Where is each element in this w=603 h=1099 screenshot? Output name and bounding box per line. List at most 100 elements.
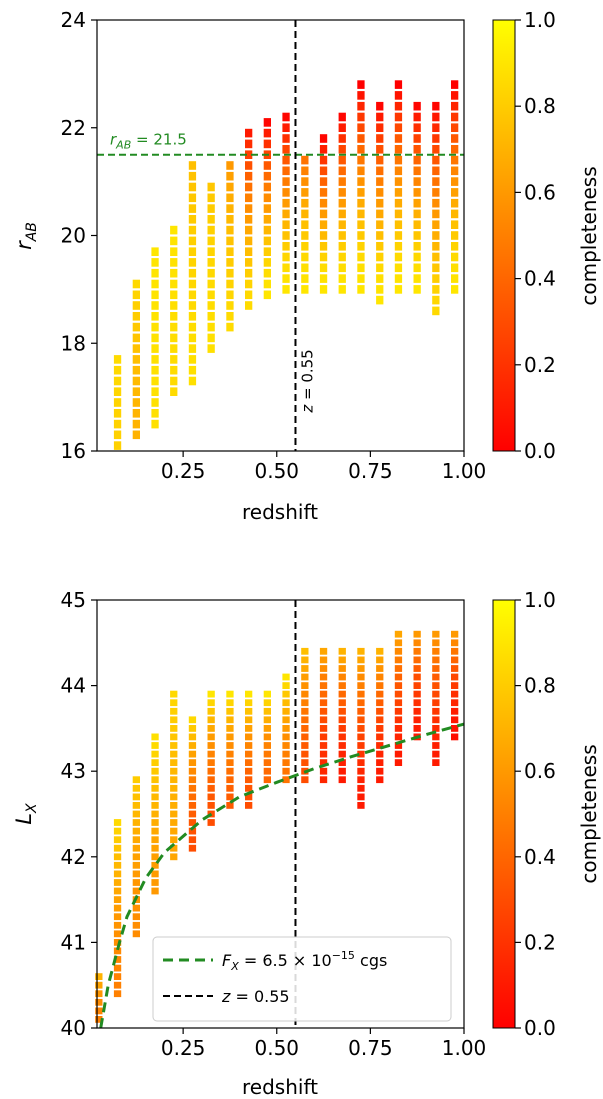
y-tick-label: 44 [61, 674, 86, 698]
completeness-cell [319, 177, 328, 186]
completeness-cell [413, 101, 421, 111]
completeness-cell [357, 725, 365, 732]
completeness-cell [151, 861, 159, 869]
completeness-cell [113, 441, 122, 450]
completeness-cell [301, 665, 309, 672]
completeness-cell [301, 231, 309, 240]
completeness-cell [132, 387, 140, 396]
completeness-cell [432, 682, 440, 689]
completeness-cell [151, 322, 159, 332]
completeness-cell [188, 810, 197, 818]
completeness-cell [376, 166, 384, 176]
completeness-cell [432, 673, 440, 681]
completeness-cell [338, 263, 346, 273]
completeness-cell [226, 161, 234, 170]
completeness-cell [151, 742, 159, 749]
completeness-cell [207, 750, 215, 758]
completeness-cell [113, 939, 122, 946]
completeness-cell [319, 220, 328, 229]
completeness-cell [207, 759, 215, 766]
completeness-cell [376, 759, 384, 766]
completeness-cell [132, 904, 140, 912]
completeness-cell [95, 1007, 103, 1015]
completeness-cell [263, 707, 271, 715]
completeness-cell [432, 145, 440, 154]
completeness-cell [245, 793, 253, 801]
completeness-cell [319, 716, 328, 724]
completeness-cell [301, 220, 309, 229]
completeness-cell [113, 990, 122, 998]
legend-box [152, 936, 452, 1022]
completeness-cell [413, 220, 421, 229]
completeness-cell [301, 742, 309, 749]
completeness-cell [207, 182, 215, 192]
completeness-cell [319, 231, 328, 240]
completeness-cell [132, 355, 140, 364]
completeness-cell [319, 690, 328, 698]
completeness-cell [451, 188, 459, 197]
completeness-cell [451, 725, 459, 732]
completeness-cell [357, 177, 365, 186]
completeness-cell [170, 387, 178, 396]
completeness-cell [432, 647, 440, 655]
completeness-cell [357, 123, 365, 132]
completeness-cell [301, 198, 309, 208]
completeness-cell [132, 290, 140, 300]
completeness-cell [338, 252, 346, 262]
completeness-cell [394, 91, 403, 100]
completeness-cell [301, 725, 309, 732]
completeness-cell [188, 767, 197, 775]
completeness-cell [151, 836, 159, 844]
completeness-cell [432, 242, 440, 251]
completeness-cell [113, 844, 122, 852]
completeness-cell [376, 134, 384, 143]
completeness-cell [301, 733, 309, 741]
completeness-cell [432, 759, 440, 766]
completeness-cell [207, 279, 215, 289]
completeness-cell [132, 322, 140, 332]
completeness-cell [357, 198, 365, 208]
completeness-cell [376, 716, 384, 724]
completeness-cell [432, 198, 440, 208]
completeness-cell [394, 274, 403, 283]
completeness-cell [413, 630, 421, 638]
completeness-cell [151, 387, 159, 396]
completeness-cell [151, 759, 159, 766]
completeness-cell [170, 690, 178, 698]
completeness-cell [319, 656, 328, 664]
completeness-cell [301, 682, 309, 689]
completeness-cell [282, 699, 290, 707]
completeness-cell [357, 742, 365, 749]
completeness-cell [151, 376, 159, 386]
completeness-cell [170, 853, 178, 861]
completeness-cell [188, 322, 197, 332]
completeness-cell [413, 639, 421, 647]
completeness-cell [357, 802, 365, 809]
completeness-cell [263, 690, 271, 698]
completeness-cell [432, 656, 440, 664]
completeness-cell [319, 252, 328, 262]
completeness-cell [319, 699, 328, 707]
completeness-cell [394, 198, 403, 208]
colorbar-label: completeness [577, 166, 601, 305]
completeness-cell [319, 759, 328, 766]
completeness-cell [245, 225, 253, 235]
completeness-cell [394, 220, 403, 229]
completeness-cell [95, 998, 103, 1006]
completeness-cell [301, 699, 309, 707]
completeness-cell [432, 274, 440, 283]
completeness-cell [451, 242, 459, 251]
completeness-cell [170, 759, 178, 766]
completeness-cell [282, 134, 290, 143]
legend: FX = 6.5 × 10−15 cgs z = 0.55 [152, 936, 452, 1022]
completeness-cell [170, 301, 178, 310]
completeness-cell [394, 231, 403, 240]
completeness-cell [451, 145, 459, 154]
completeness-cell [207, 215, 215, 224]
completeness-cell [113, 419, 122, 429]
completeness-cell [319, 750, 328, 758]
completeness-cell [432, 209, 440, 219]
completeness-cells [95, 630, 459, 1023]
completeness-cell [319, 647, 328, 655]
colorbar-tick-label: 0.0 [524, 439, 556, 463]
